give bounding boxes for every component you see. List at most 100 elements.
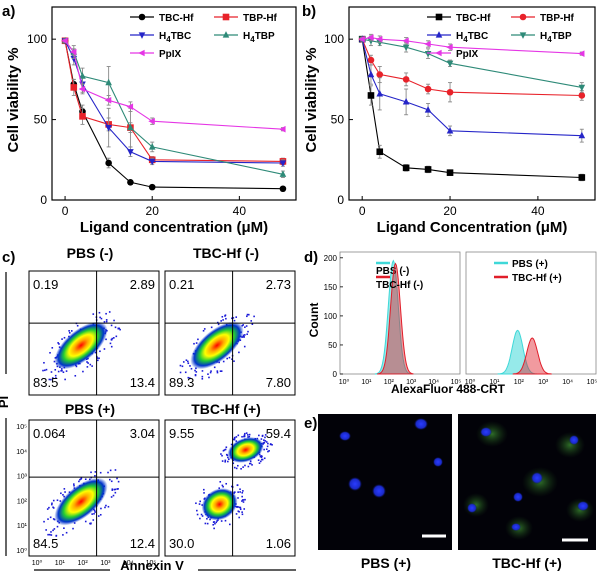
event-dot <box>248 435 251 438</box>
event-dot <box>222 449 225 452</box>
event-dot <box>232 462 235 465</box>
flow-plot-frame <box>164 419 296 557</box>
y-tick-label: 50 <box>328 341 337 350</box>
panel-d-xlabel: AlexaFluor 488-CRT <box>391 382 506 396</box>
event-dot <box>242 501 245 503</box>
event-dot <box>203 492 205 494</box>
event-dot <box>201 515 204 517</box>
event-dot <box>247 465 250 468</box>
panel-b: b) Cell viability % Ligand Concentration… <box>302 3 596 236</box>
event-dot <box>107 505 110 508</box>
event-dot <box>238 510 240 513</box>
data-point <box>577 50 585 57</box>
event-dot <box>213 366 216 369</box>
event-dot <box>245 325 248 327</box>
data-point <box>402 37 409 45</box>
event-dot <box>212 523 215 526</box>
event-dot <box>60 370 62 372</box>
event-dot <box>57 370 60 373</box>
event-dot <box>212 521 215 523</box>
data-point <box>375 35 383 43</box>
panel-b-letter: b) <box>302 3 316 20</box>
event-dot <box>228 356 231 359</box>
event-dot <box>238 351 240 354</box>
event-dot <box>89 523 92 525</box>
data-point <box>367 56 375 64</box>
y-tick-label: 0 <box>337 193 344 207</box>
x-tick-label: 40 <box>233 204 247 218</box>
quadrant-lr-value: 7.80 <box>266 375 291 390</box>
event-dot <box>233 437 236 440</box>
data-point <box>70 84 78 91</box>
event-dot <box>100 317 103 320</box>
nucleus <box>414 418 428 430</box>
event-dot <box>231 485 233 488</box>
event-dot <box>111 488 114 491</box>
event-dot <box>226 357 228 360</box>
density-core <box>227 437 264 463</box>
event-dot <box>243 345 246 348</box>
event-dot <box>202 488 205 491</box>
green-signal <box>555 432 585 458</box>
panel-e: e) PBS (+) TBC-H <box>304 414 596 571</box>
event-dot <box>110 345 113 348</box>
event-dot <box>236 506 238 508</box>
histogram-plot: PBS (-) TBC-Hf (-) 10⁰ 10¹ 10² 10³ 10⁴ 10⁵ 0 50 10… <box>324 251 461 386</box>
data-point <box>78 85 86 93</box>
y-tick-label: 50 <box>34 113 48 127</box>
event-dot <box>63 527 65 530</box>
histogram-area <box>512 337 552 375</box>
event-dot <box>98 357 100 360</box>
panel-b-ticks: 0 20 40 0 50 100 <box>324 32 545 218</box>
y-tick-label: 10⁰ <box>16 547 27 555</box>
density-core <box>54 477 108 526</box>
panel-d-ylabel: Count <box>307 303 321 338</box>
event-dot <box>117 488 119 490</box>
x-tick-label: 10⁰ <box>465 378 476 386</box>
y-tick-label: 100 <box>27 32 47 46</box>
x-tick-label: 10³ <box>406 379 417 386</box>
nucleus <box>569 435 579 445</box>
data-point <box>138 32 146 39</box>
data-point <box>79 113 86 120</box>
event-dot <box>217 323 220 326</box>
event-dot <box>51 347 54 349</box>
event-dot <box>247 313 250 316</box>
data-point <box>446 126 454 134</box>
legend-label: PpIX <box>159 49 182 60</box>
event-dot <box>237 497 239 499</box>
event-dot <box>45 529 47 531</box>
event-dot <box>94 511 96 513</box>
event-dot <box>51 377 54 379</box>
histogram-area <box>374 259 412 375</box>
event-dot <box>189 377 191 379</box>
data-point <box>126 103 134 111</box>
event-dot <box>216 520 218 522</box>
event-dot <box>42 369 44 372</box>
event-dot <box>224 448 227 451</box>
event-dot <box>241 511 243 513</box>
event-dot <box>247 330 249 333</box>
event-dot <box>187 360 189 363</box>
x-tick-label: 40 <box>531 204 545 218</box>
event-dot <box>221 484 224 487</box>
event-dot <box>104 506 106 509</box>
event-dot <box>179 364 182 367</box>
panel-b-legend: TBC-Hf TBP-Hf H4TBC H4TBP PpIX <box>427 13 575 60</box>
event-dot <box>242 466 244 468</box>
event-dot <box>200 513 203 516</box>
event-dot <box>182 361 185 363</box>
micrograph-pbs-cells <box>339 418 443 498</box>
event-dot <box>100 507 102 510</box>
event-dot <box>73 483 75 485</box>
data-point <box>435 49 442 57</box>
panel-a-ylabel: Cell viability % <box>5 47 22 152</box>
event-dot <box>64 491 66 493</box>
event-dot <box>232 317 235 319</box>
data-point <box>402 97 410 105</box>
event-dot <box>105 312 107 315</box>
data-point <box>435 13 443 21</box>
event-dot <box>65 531 68 534</box>
event-dot <box>201 370 204 372</box>
panel-b-ylabel: Cell viability % <box>303 47 320 152</box>
